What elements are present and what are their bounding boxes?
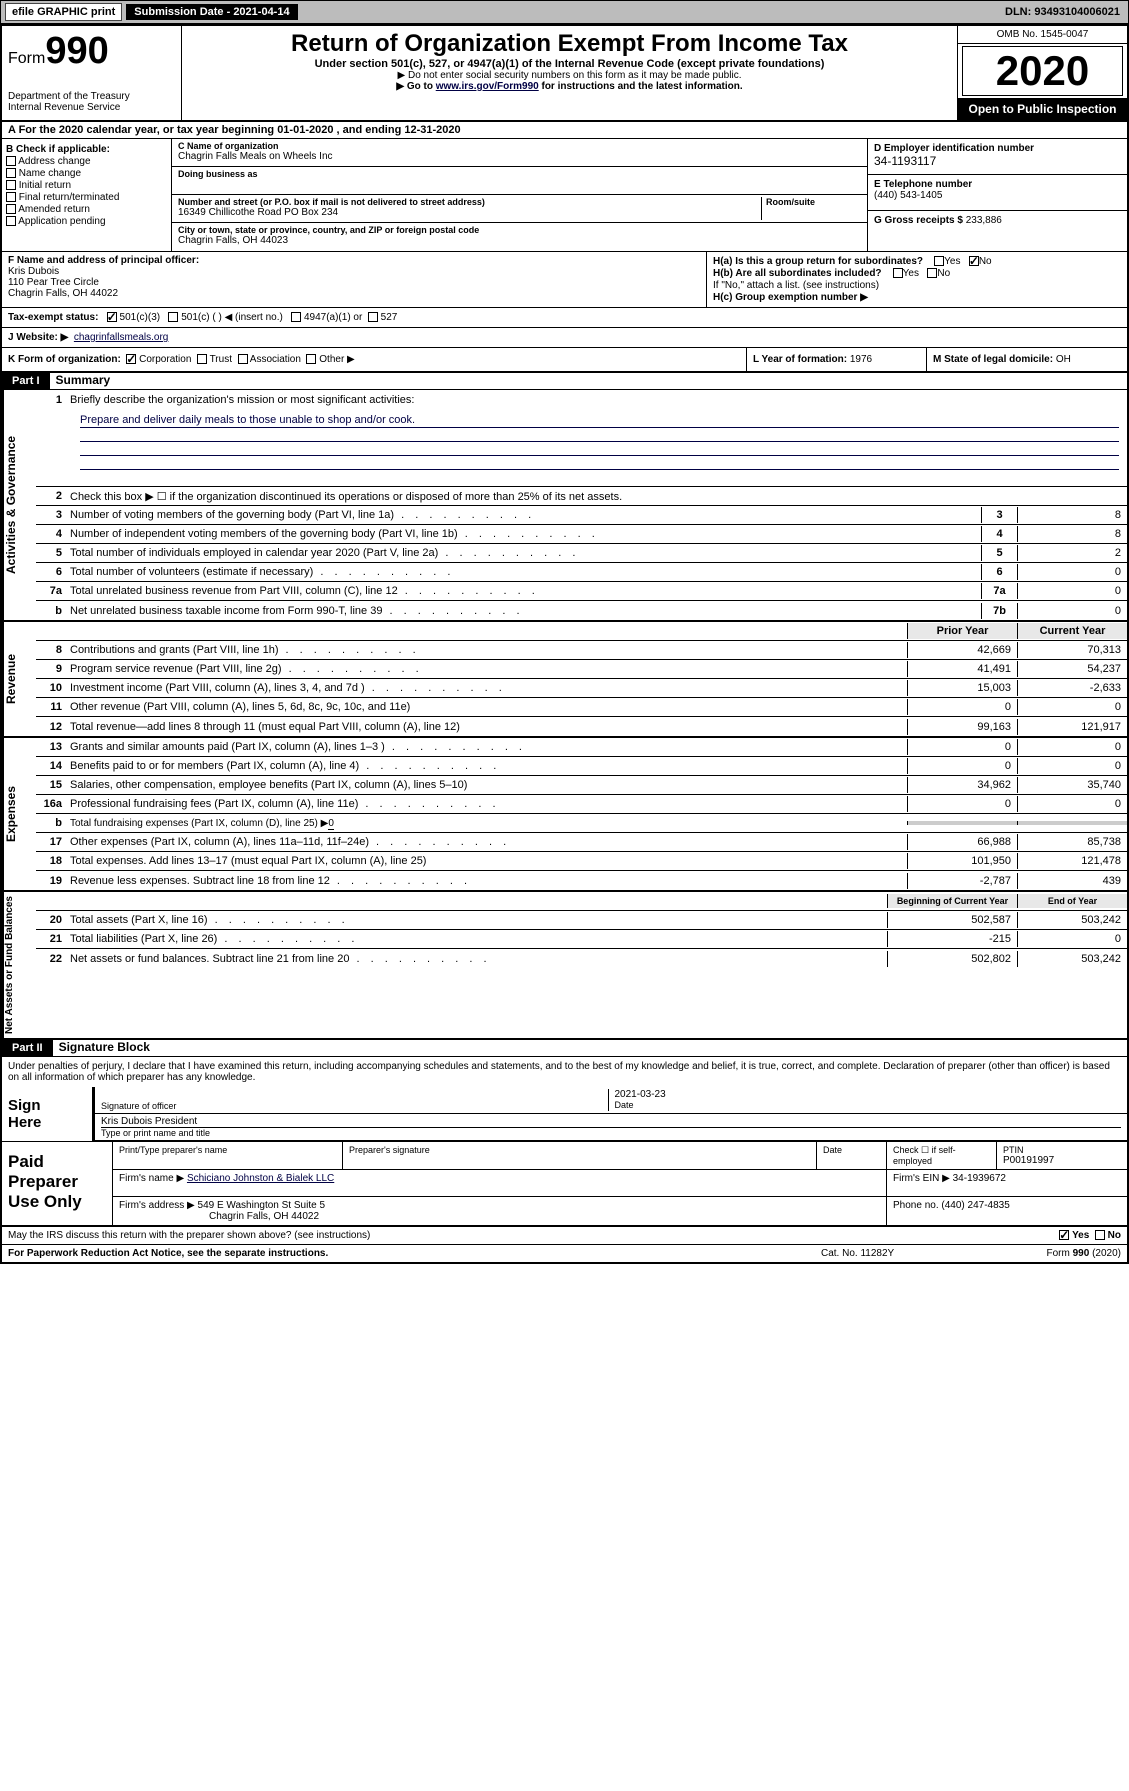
signature-block: Under penalties of perjury, I declare th… [2,1057,1127,1142]
chk-application-pending[interactable] [6,216,16,226]
year-block: OMB No. 1545-0047 2020 Open to Public In… [957,26,1127,120]
section-j: J Website: ▶ chagrinfallsmeals.org [2,328,1127,347]
form-990: Form990 Department of the Treasury Inter… [0,24,1129,1264]
firm-link[interactable]: Schiciano Johnston & Bialek LLC [187,1173,334,1184]
section-k: K Form of organization: Corporation Trus… [2,348,747,371]
chk-ha-yes[interactable] [934,256,944,266]
chk-4947[interactable] [291,312,301,322]
section-i: Tax-exempt status: 501(c)(3) 501(c) ( ) … [2,308,1127,327]
chk-501c3[interactable] [107,312,117,322]
revenue-label: Revenue [2,622,36,736]
netassets-label: Net Assets or Fund Balances [2,892,36,1038]
irs-link[interactable]: www.irs.gov/Form990 [436,81,539,92]
form-title-block: Return of Organization Exempt From Incom… [182,26,957,120]
chk-hb-no[interactable] [927,268,937,278]
chk-501c[interactable] [168,312,178,322]
form-title: Return of Organization Exempt From Incom… [188,30,951,58]
section-f: F Name and address of principal officer:… [2,252,707,307]
chk-other[interactable] [306,354,316,364]
chk-initial-return[interactable] [6,180,16,190]
part1-header: Part ISummary [2,373,1127,390]
chk-ha-no[interactable] [969,256,979,266]
chk-trust[interactable] [197,354,207,364]
section-c: C Name of organization Chagrin Falls Mea… [172,139,867,251]
part2-header: Part IISignature Block [2,1040,1127,1057]
tax-year-row: A For the 2020 calendar year, or tax yea… [2,122,1127,139]
section-b-checkboxes: B Check if applicable: Address change Na… [2,139,172,251]
chk-amended-return[interactable] [6,204,16,214]
expenses-label: Expenses [2,738,36,890]
chk-hb-yes[interactable] [893,268,903,278]
submission-date-button[interactable]: Submission Date - 2021-04-14 [126,4,297,20]
chk-discuss-yes[interactable] [1059,1230,1069,1240]
top-bar: efile GRAPHIC print Submission Date - 20… [0,0,1129,24]
section-l: L Year of formation: 1976 [747,348,927,371]
footer-row: For Paperwork Reduction Act Notice, see … [2,1245,1127,1262]
discuss-row: May the IRS discuss this return with the… [2,1227,1127,1245]
activities-label: Activities & Governance [2,390,36,620]
section-m: M State of legal domicile: OH [927,348,1127,371]
chk-final-return[interactable] [6,192,16,202]
section-h: H(a) Is this a group return for subordin… [707,252,1127,307]
website-link[interactable]: chagrinfallsmeals.org [74,332,169,343]
chk-527[interactable] [368,312,378,322]
chk-discuss-no[interactable] [1095,1230,1105,1240]
dln-text: DLN: 93493104006021 [1005,6,1120,18]
chk-name-change[interactable] [6,168,16,178]
efile-button[interactable]: efile GRAPHIC print [5,3,122,21]
chk-assoc[interactable] [238,354,248,364]
chk-address-change[interactable] [6,156,16,166]
paid-preparer-block: Paid Preparer Use Only Print/Type prepar… [2,1142,1127,1227]
chk-corp[interactable] [126,354,136,364]
form-id-block: Form990 Department of the Treasury Inter… [2,26,182,120]
section-deg: D Employer identification number 34-1193… [867,139,1127,251]
